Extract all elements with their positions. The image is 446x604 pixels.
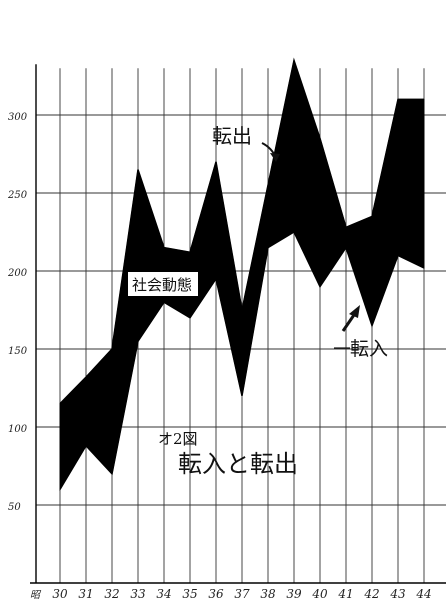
series-line-inflow: [59, 230, 425, 490]
x-tick-label: 32: [104, 587, 119, 601]
figure-caption: 転入と転出: [178, 450, 298, 478]
x-tick-label: 36: [208, 587, 224, 601]
x-tick-label: 35: [182, 587, 197, 601]
axes: [30, 64, 446, 584]
y-tick-label: 300: [8, 112, 28, 123]
x-tick-label: 44: [415, 587, 431, 601]
outflow-arrowhead: [270, 153, 280, 162]
x-tick-label: 41: [337, 587, 353, 601]
shaded-area-label-bg: [128, 272, 198, 296]
x-tick-label: 40: [311, 587, 328, 601]
x-tick-label: 30: [52, 587, 68, 601]
x-tick-label: 43: [389, 587, 406, 601]
inflow-arrowhead: [349, 305, 360, 318]
x-tick-label: 31: [78, 587, 93, 601]
figure-number: オ2図: [158, 430, 198, 448]
x-axis-prefix: 昭: [30, 590, 42, 601]
y-tick-label: 200: [7, 268, 28, 279]
x-tick-label: 38: [260, 587, 276, 601]
y-tick-labels: 50 100 150 200 250 300: [7, 112, 28, 513]
x-tick-label: 39: [286, 587, 302, 601]
x-tick-label: 37: [234, 587, 250, 601]
outflow-label: 転出: [212, 124, 252, 148]
y-tick-label: 150: [8, 346, 28, 357]
x-tick-labels: 昭 30 31 32 33 34 35 36 37 38 39 40 41 42 43 44: [30, 587, 432, 601]
series-line-outflow: [59, 57, 424, 405]
shaded-area-label: 社会動態: [132, 276, 192, 294]
y-tick-label: 100: [8, 424, 28, 435]
inflow-label: 転入: [350, 338, 388, 360]
x-tick-label: 33: [130, 587, 146, 601]
x-tick-label: 42: [363, 587, 379, 601]
x-tick-label: 34: [156, 587, 171, 601]
y-tick-label: 50: [8, 502, 21, 513]
y-tick-label: 250: [7, 190, 28, 201]
